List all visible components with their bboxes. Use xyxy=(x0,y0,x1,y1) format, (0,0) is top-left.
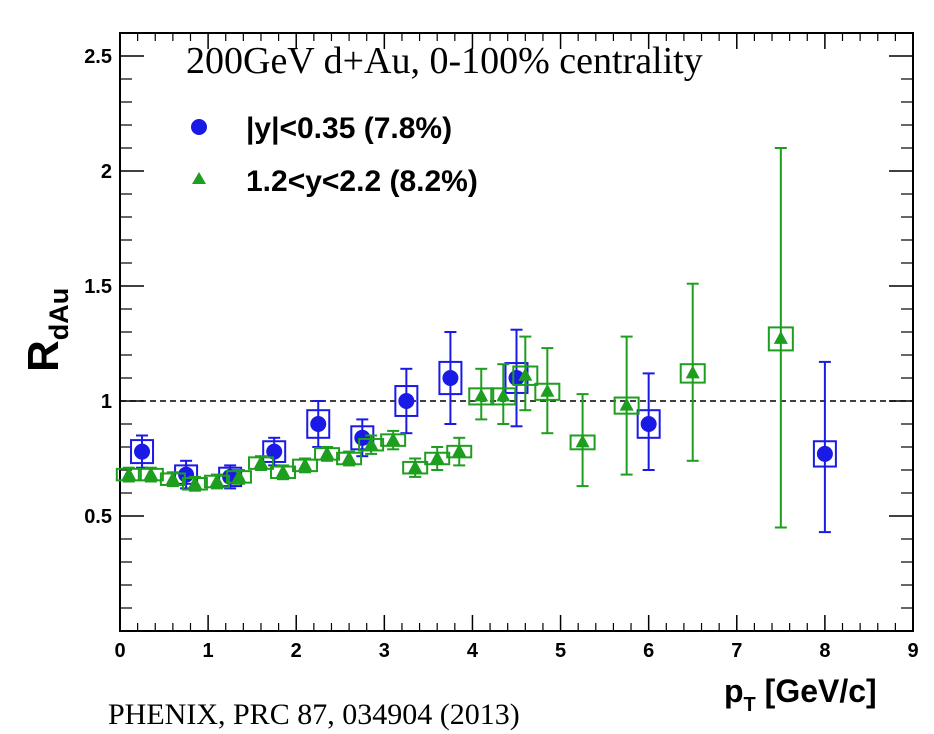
data-point-triangle xyxy=(430,450,445,464)
chart-title: 200GeV d+Au, 0-100% centrality xyxy=(186,40,703,82)
x-axis-title: pT [GeV/c] xyxy=(724,673,877,716)
y-axis-title-main: R xyxy=(19,340,68,372)
x-tick-label: 9 xyxy=(907,640,918,662)
data-point-triangle xyxy=(253,455,268,469)
data-point-triangle xyxy=(685,365,700,379)
legend: |y|<0.35 (7.8%) 1.2<y<2.2 (8.2%) xyxy=(191,112,478,198)
legend-label-series-1: |y|<0.35 (7.8%) xyxy=(246,112,452,145)
legend-marker-circle xyxy=(191,119,207,135)
data-point-circle xyxy=(640,416,657,432)
data-point-triangle xyxy=(496,388,511,402)
data-point-triangle xyxy=(298,457,313,471)
x-tick-label: 3 xyxy=(379,640,390,662)
data-point-circle xyxy=(398,393,415,409)
x-tick-label: 5 xyxy=(555,640,566,662)
data-layer xyxy=(115,147,837,534)
y-tick-label: 2.5 xyxy=(84,46,112,68)
x-tick-label: 7 xyxy=(731,640,742,662)
data-point-triangle xyxy=(364,436,379,450)
data-point-triangle xyxy=(143,466,158,480)
citation: PHENIX, PRC 87, 034904 (2013) xyxy=(108,698,520,731)
data-point-circle xyxy=(178,466,195,483)
data-point-circle xyxy=(442,370,459,386)
data-point-triangle xyxy=(276,464,291,478)
x-tick-label: 8 xyxy=(819,640,830,662)
data-point-circle xyxy=(816,445,833,462)
data-point-triangle xyxy=(320,445,335,459)
x-tick-label: 0 xyxy=(114,640,125,662)
y-tick-label: 1 xyxy=(101,391,112,413)
x-axis-title-unit: [GeV/c] xyxy=(756,673,877,709)
data-point-triangle xyxy=(474,388,489,402)
data-point-triangle xyxy=(342,450,357,464)
x-axis-title-sub: T xyxy=(744,694,756,716)
legend-label-series-2: 1.2<y<2.2 (8.2%) xyxy=(246,165,478,198)
data-point-triangle xyxy=(518,367,533,381)
x-axis-title-main: p xyxy=(724,673,744,709)
data-point-triangle xyxy=(575,434,590,448)
data-point-triangle xyxy=(209,473,224,487)
data-point-triangle xyxy=(773,330,788,344)
legend-marker-triangle xyxy=(192,172,206,184)
data-point-triangle xyxy=(231,468,246,482)
data-point-triangle xyxy=(619,397,634,411)
x-tick-label: 2 xyxy=(291,640,302,662)
y-tick-label: 1.5 xyxy=(84,276,112,298)
ticks-layer: 0 1 2 3 4 5 6 7 8 9 0.5 1 1.5 2 2.5 xyxy=(84,33,919,662)
data-point-circle xyxy=(134,443,151,460)
data-point-triangle xyxy=(187,475,202,489)
data-point-circle xyxy=(266,443,283,460)
data-point-triangle xyxy=(408,459,423,473)
data-point-triangle xyxy=(121,466,136,480)
x-tick-label: 6 xyxy=(643,640,654,662)
data-point-circle xyxy=(310,416,327,432)
y-tick-label: 2 xyxy=(101,161,112,183)
y-tick-label: 0.5 xyxy=(84,506,112,528)
y-axis-title-sub: dAu xyxy=(44,288,74,340)
data-point-triangle xyxy=(540,383,555,397)
x-tick-label: 1 xyxy=(203,640,214,662)
data-point-triangle xyxy=(386,432,401,446)
data-point-triangle xyxy=(165,471,180,485)
x-tick-label: 4 xyxy=(467,640,479,662)
data-point-triangle xyxy=(452,443,467,457)
y-axis-title: RdAu xyxy=(19,288,74,372)
